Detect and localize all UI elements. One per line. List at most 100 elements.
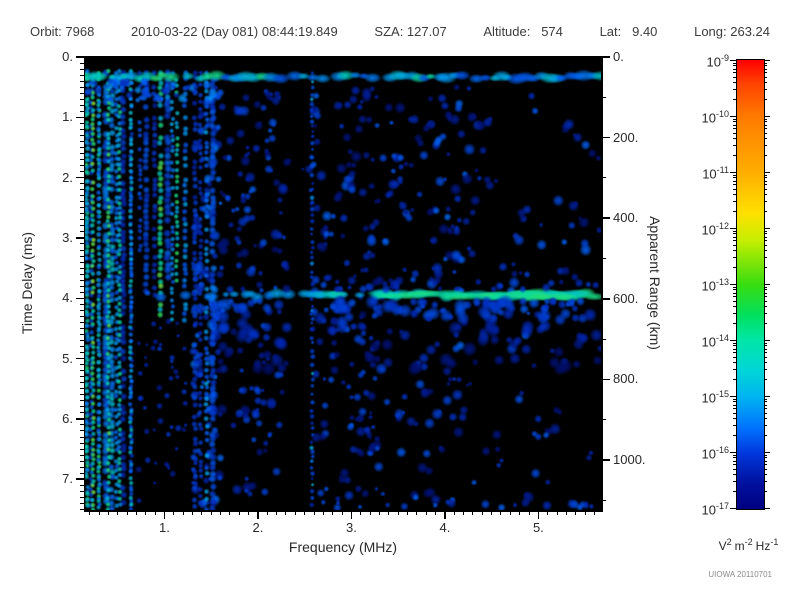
colorbar-minor-tick-right — [764, 379, 767, 381]
colorbar-minor-tick-right — [764, 412, 767, 414]
credit-text: UIOWA 20110701 — [708, 570, 772, 579]
colorbar-minor-tick-left — [733, 72, 736, 74]
colorbar-gradient — [737, 60, 764, 509]
x-axis-minor-tick — [500, 511, 502, 515]
colorbar-minor-tick-right — [764, 124, 767, 126]
y-axis-minor-tick — [80, 122, 84, 124]
spectrogram-canvas — [85, 57, 601, 510]
x-axis-minor-tick — [182, 511, 184, 515]
header-lat: Lat: 9.40 — [599, 24, 658, 39]
colorbar-major-tick-right — [764, 451, 770, 454]
colorbar-minor-tick-left — [733, 188, 736, 190]
y-axis-major-tick — [76, 297, 84, 300]
colorbar-minor-tick-left — [733, 435, 736, 437]
y-axis-minor-tick — [80, 243, 84, 245]
range-axis-tick-label: 600. — [613, 290, 639, 306]
unit-part: m-2 — [734, 537, 753, 553]
colorbar-minor-tick-right — [764, 345, 767, 347]
colorbar-minor-tick-right — [764, 398, 767, 400]
y-axis-minor-tick — [80, 225, 84, 227]
y-axis-minor-tick — [80, 394, 84, 396]
colorbar-major-tick-right — [764, 339, 770, 342]
colorbar-minor-tick-right — [764, 457, 767, 459]
y-axis-minor-tick — [80, 454, 84, 456]
colorbar-minor-tick-right — [764, 240, 767, 242]
colorbar-tick-label: 10-10 — [701, 108, 729, 125]
colorbar-minor-tick-left — [733, 362, 736, 364]
y-axis-minor-tick — [80, 62, 84, 64]
y-axis-minor-tick — [80, 472, 84, 474]
x-axis-minor-tick — [89, 511, 91, 515]
y-axis-tick-label: 5. — [62, 350, 73, 366]
x-axis-title: Frequency (MHz) — [288, 539, 398, 555]
colorbar-minor-tick-left — [733, 323, 736, 325]
colorbar-minor-tick-right — [764, 491, 767, 493]
range-axis-major-tick — [602, 217, 610, 219]
colorbar-minor-tick-right — [764, 201, 767, 203]
x-axis-minor-tick — [388, 511, 390, 515]
colorbar-minor-tick-left — [733, 289, 736, 291]
x-axis-minor-tick — [173, 511, 175, 515]
colorbar-minor-tick-left — [733, 460, 736, 462]
colorbar-minor-tick-left — [733, 155, 736, 157]
colorbar-minor-tick-right — [764, 230, 767, 232]
x-axis-minor-tick — [565, 511, 567, 515]
y-axis-minor-tick — [80, 231, 84, 233]
colorbar-minor-tick-right — [764, 296, 767, 298]
colorbar-minor-tick-right — [764, 286, 767, 288]
x-axis-major-tick — [163, 511, 166, 519]
y-axis-minor-tick — [80, 412, 84, 414]
colorbar-minor-tick-left — [733, 401, 736, 403]
colorbar-minor-tick-left — [733, 99, 736, 101]
colorbar-minor-tick-right — [764, 257, 767, 259]
x-axis-minor-tick — [192, 511, 193, 515]
y-axis-minor-tick — [80, 207, 84, 209]
colorbar-major-tick-left — [730, 227, 736, 230]
colorbar-minor-tick-right — [764, 418, 767, 420]
y-axis-minor-tick — [80, 321, 84, 323]
x-axis-minor-tick — [425, 511, 427, 515]
range-axis-major-tick — [602, 136, 610, 139]
header-orbit: Orbit: 7968 — [30, 24, 95, 39]
x-axis-tick-label: 4. — [439, 520, 451, 535]
colorbar-minor-tick-right — [764, 267, 767, 269]
colorbar-minor-tick-right — [764, 404, 767, 406]
y-axis-minor-tick — [80, 104, 84, 106]
colorbar-minor-tick-right — [764, 99, 767, 101]
colorbar-tick-label: 10-11 — [702, 164, 729, 181]
y-axis-minor-tick — [80, 303, 84, 305]
colorbar-minor-tick-right — [764, 460, 767, 462]
colorbar-minor-tick-left — [733, 118, 736, 120]
y-axis-minor-tick — [80, 484, 84, 486]
colorbar-minor-tick-right — [764, 313, 767, 315]
colorbar-major-tick-left — [730, 115, 736, 118]
colorbar-minor-tick-left — [733, 491, 736, 493]
colorbar-minor-tick-left — [733, 296, 736, 298]
colorbar-minor-tick-left — [733, 244, 736, 246]
colorbar-minor-tick-right — [764, 155, 767, 157]
y-axis-minor-tick — [80, 98, 84, 100]
x-axis-minor-tick — [332, 511, 334, 515]
y-axis-minor-tick — [80, 370, 84, 372]
colorbar-minor-tick-right — [764, 72, 767, 74]
y-axis-minor-tick — [80, 267, 84, 269]
colorbar-major-tick-left — [730, 59, 736, 62]
x-axis-tick-label: 5. — [532, 520, 544, 535]
x-axis-major-tick — [257, 511, 259, 519]
colorbar-minor-tick-right — [764, 194, 767, 196]
range-axis-tick-label: 800. — [613, 371, 639, 387]
x-axis-minor-tick — [107, 511, 109, 515]
colorbar-minor-tick-left — [733, 177, 736, 179]
x-axis-minor-tick — [463, 511, 465, 515]
colorbar-minor-tick-left — [733, 356, 736, 358]
y-axis-minor-tick — [80, 249, 84, 251]
colorbar-minor-tick-left — [733, 425, 736, 427]
y-axis-minor-tick — [80, 213, 84, 215]
y-axis-major-tick — [76, 478, 84, 480]
x-axis-minor-tick — [435, 511, 437, 515]
colorbar-major-tick-left — [730, 507, 736, 510]
colorbar-major-tick-right — [764, 227, 770, 230]
y-axis-tick-label: 1. — [62, 109, 73, 125]
colorbar-minor-tick-right — [764, 180, 767, 182]
colorbar-minor-tick-left — [733, 481, 736, 483]
